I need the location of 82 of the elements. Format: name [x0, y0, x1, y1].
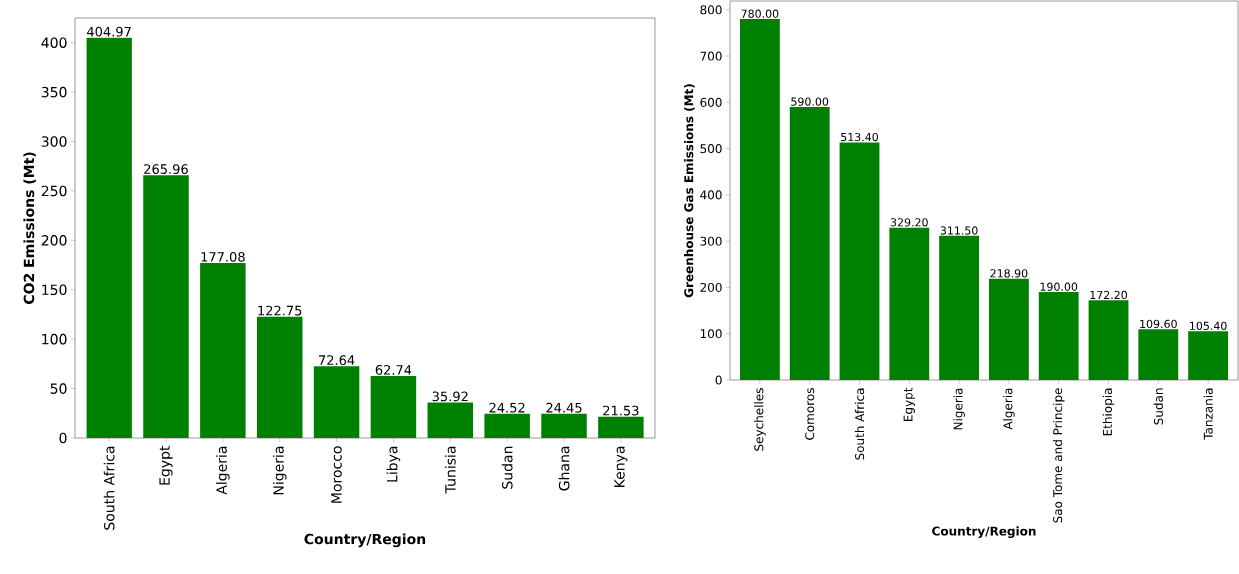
x-tick-label: Algeria [216, 446, 230, 495]
y-tick-label: 350 [41, 86, 67, 98]
bar [313, 366, 360, 438]
bar [370, 376, 417, 438]
bar [256, 316, 303, 438]
bar [1088, 300, 1129, 380]
x-tick-label: Kenya [614, 446, 628, 487]
bar [789, 106, 830, 380]
y-tick-label: 150 [42, 284, 67, 296]
data-label: 404.97 [87, 26, 131, 37]
bar [1138, 329, 1179, 380]
bar [598, 416, 644, 438]
data-label: 590.00 [791, 97, 829, 106]
data-label: 218.90 [990, 269, 1028, 278]
y-tick-label: 100 [700, 329, 722, 339]
data-label: 513.40 [841, 132, 878, 142]
bar [839, 142, 880, 380]
y-tick-label: 200 [41, 235, 67, 246]
x-tick-label: Egypt [159, 445, 173, 485]
y-tick-label: 300 [41, 136, 67, 147]
data-label: 122.75 [258, 305, 302, 316]
x-tick-label: Egypt [903, 387, 915, 421]
data-label: 329.20 [890, 218, 928, 227]
y-tick-label: 50 [50, 383, 67, 394]
data-label: 177.08 [201, 251, 245, 262]
x-tick-label: Algeria [1003, 388, 1015, 430]
x-axis-title: Country/Region [932, 526, 1036, 538]
x-axis-title: Country/Region [304, 533, 426, 548]
y-tick-label: 250 [41, 185, 67, 197]
bar [143, 175, 189, 438]
bar [939, 235, 980, 380]
data-label: 24.52 [489, 402, 525, 413]
x-tick-label: South Africa [103, 446, 115, 530]
y-tick-label: 0 [59, 432, 67, 444]
x-tick-label: Tunisia [444, 446, 456, 494]
data-label: 62.74 [375, 364, 412, 375]
y-axis-title: Greenhouse Gas Emissions (Mt) [684, 84, 695, 298]
x-tick-label: Comoros [805, 388, 815, 440]
x-tick-label: Morocco [331, 446, 342, 503]
y-tick-label: 0 [715, 375, 722, 385]
bar [541, 413, 587, 438]
x-tick-label: Sao Tome and Principe [1052, 388, 1065, 523]
y-tick-label: 400 [41, 37, 67, 48]
bar [739, 19, 780, 380]
bar [427, 402, 474, 438]
y-tick-label: 600 [700, 97, 722, 107]
data-label: 172.20 [1090, 290, 1128, 300]
bar [1038, 292, 1079, 380]
y-axis-title: CO2 Emissions (Mt) [23, 152, 36, 305]
x-tick-label: Seychelles [754, 388, 766, 451]
x-tick-label: Tanzania [1203, 388, 1213, 440]
y-tick-label: 300 [700, 236, 722, 246]
y-tick-label: 100 [42, 333, 67, 345]
data-label: 105.40 [1190, 321, 1227, 331]
y-tick-label: 700 [700, 51, 722, 61]
data-label: 24.45 [546, 402, 582, 413]
bar [200, 263, 246, 438]
y-tick-label: 500 [700, 144, 722, 154]
x-tick-label: Nigeria [953, 388, 965, 430]
y-tick-label: 400 [700, 190, 722, 200]
x-tick-label: Nigeria [272, 446, 287, 495]
y-tick-label: 800 [700, 5, 722, 15]
data-label: 21.53 [603, 405, 639, 416]
bar [86, 37, 132, 438]
data-label: 265.96 [144, 164, 188, 174]
x-tick-label: South Africa [854, 388, 865, 460]
x-tick-label: Ghana [558, 446, 570, 491]
data-label: 72.64 [319, 355, 355, 366]
x-tick-label: Ethiopia [1102, 388, 1115, 436]
x-tick-label: Sudan [1153, 388, 1163, 425]
bar [988, 278, 1029, 380]
x-tick-label: Sudan [501, 446, 513, 489]
data-label: 311.50 [940, 226, 978, 235]
bar [1188, 331, 1229, 380]
y-tick-label: 200 [700, 282, 722, 292]
data-label: 190.00 [1040, 282, 1078, 291]
x-tick-label: Libya [386, 446, 401, 482]
bar [484, 413, 530, 438]
bar [889, 227, 930, 380]
data-label: 109.60 [1140, 319, 1177, 329]
data-label: 35.92 [432, 391, 468, 402]
data-label: 780.00 [741, 9, 779, 18]
